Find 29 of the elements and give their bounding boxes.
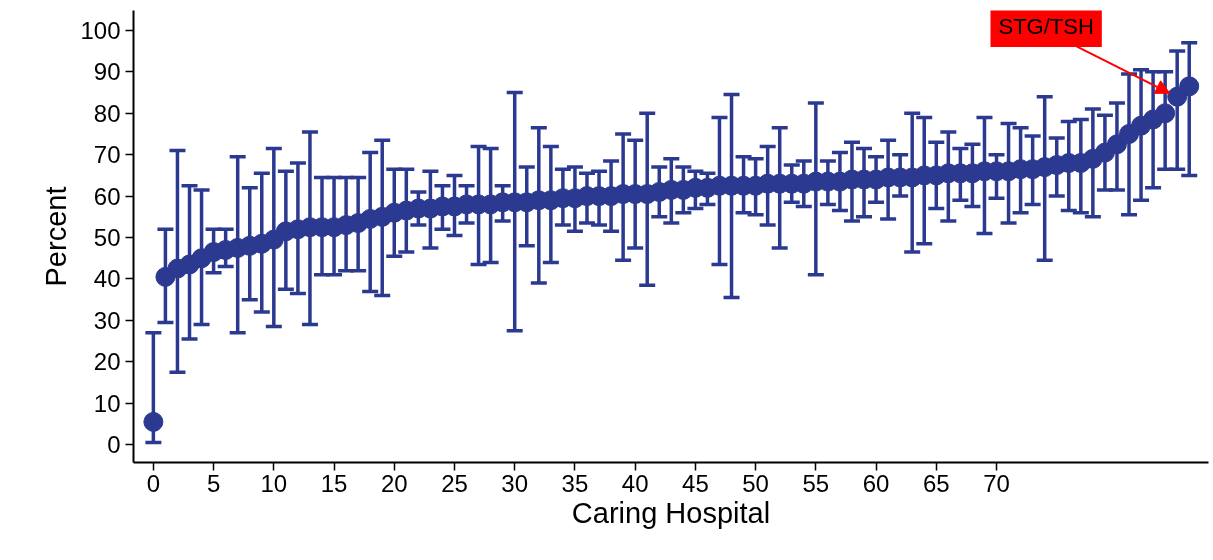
y-tick-label: 80	[93, 99, 121, 127]
annotation: STG/TSH	[998, 13, 1094, 39]
x-tick-label: 0	[146, 469, 161, 497]
x-tick-label: 20	[380, 469, 408, 497]
x-tick-label: 60	[862, 469, 890, 497]
x-tick-label: 15	[320, 469, 348, 497]
x-tick-label: 55	[802, 469, 830, 497]
y-tick-label: 30	[93, 306, 121, 334]
y-tick-label: 90	[93, 58, 121, 86]
x-tick-label: 5	[206, 469, 221, 497]
y-axis-title: Percent	[40, 186, 73, 287]
x-tick-label: 70	[983, 469, 1010, 497]
y-tick-label: 100	[80, 16, 121, 44]
x-tick-label: 30	[501, 469, 529, 497]
y-tick-label: 20	[93, 348, 121, 376]
x-tick-label: 50	[742, 469, 769, 497]
x-tick-label: 35	[561, 469, 589, 497]
x-axis-title: Caring Hospital	[571, 496, 771, 529]
y-tick-label: 40	[93, 265, 121, 293]
y-tick-label: 70	[93, 141, 121, 169]
y-tick-label: 10	[93, 389, 121, 417]
y-tick-label: 50	[93, 224, 121, 252]
y-tick-label: 0	[107, 431, 121, 459]
x-tick-label: 65	[922, 469, 950, 497]
x-tick-label: 10	[260, 469, 288, 497]
x-tick-label: 40	[621, 469, 649, 497]
x-tick-label: 45	[682, 469, 709, 497]
x-tick-label: 25	[441, 469, 468, 497]
y-tick-label: 60	[93, 182, 121, 210]
